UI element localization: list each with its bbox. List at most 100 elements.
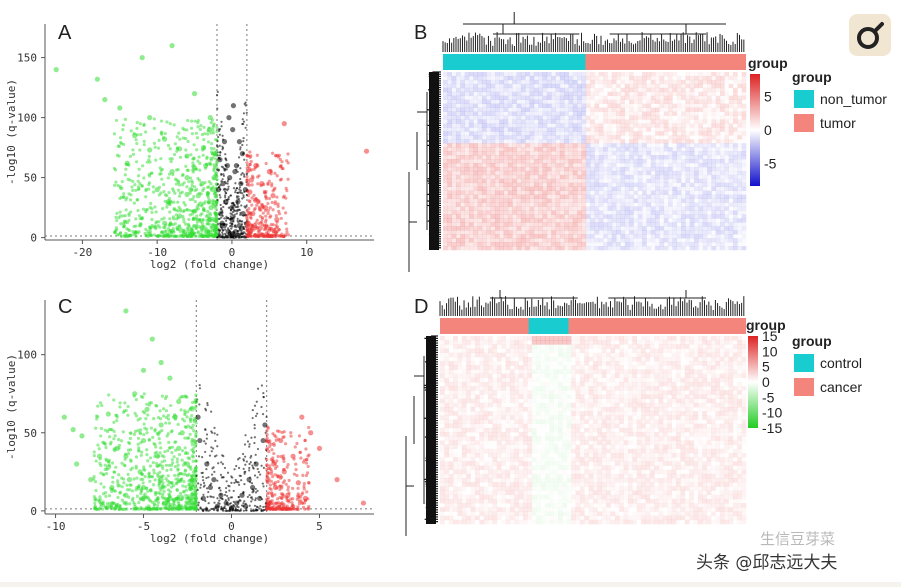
heatmap-cell (556, 135, 561, 139)
heatmap-cell (595, 163, 600, 167)
heatmap-cell (638, 234, 643, 238)
data-point (177, 206, 180, 209)
heatmap-cell (551, 143, 556, 147)
heatmap-cell (724, 155, 729, 159)
data-point (136, 209, 139, 212)
heatmap-cell (547, 76, 552, 80)
heatmap-cell (469, 210, 474, 214)
heatmap-cell (482, 222, 487, 226)
heatmap-cell (655, 187, 660, 191)
heatmap-cell (694, 203, 699, 207)
heatmap-cell (733, 163, 738, 167)
y-tick-label: 100 (17, 349, 37, 362)
heatmap-cell (551, 116, 556, 120)
heatmap-cell (599, 163, 604, 167)
heatmap-cell (625, 139, 630, 143)
heatmap-cell (733, 159, 738, 163)
heatmap-cell (672, 159, 677, 163)
heatmap-cell (659, 151, 664, 155)
heatmap-cell (460, 187, 465, 191)
heatmap-cell (698, 127, 703, 131)
heatmap-cell (521, 242, 526, 246)
heatmap-cell (707, 210, 712, 214)
heatmap-cell (504, 80, 509, 84)
heatmap-cell (595, 127, 600, 131)
heatmap-cell (590, 131, 595, 135)
heatmap-cell (556, 96, 561, 100)
heatmap-cell (473, 139, 478, 143)
heatmap-cell (664, 206, 669, 210)
data-point (253, 208, 256, 211)
data-point (186, 169, 189, 172)
heatmap-cell (452, 76, 457, 80)
heatmap-cell (720, 116, 725, 120)
heatmap-cell (521, 147, 526, 151)
heatmap-cell (711, 222, 716, 226)
heatmap-cell (469, 143, 474, 147)
heatmap-cell (737, 76, 742, 80)
heatmap-cell (560, 84, 565, 88)
heatmap-cell (465, 214, 470, 218)
heatmap-cell (612, 214, 617, 218)
heatmap-cell (629, 195, 634, 199)
heatmap-cell (729, 206, 734, 210)
heatmap-cell (599, 214, 604, 218)
heatmap-cell (742, 199, 747, 203)
heatmap-cell (521, 203, 526, 207)
heatmap-cell (534, 92, 539, 96)
data-point (256, 175, 259, 178)
heatmap-cell (703, 80, 708, 84)
heatmap-cell (456, 104, 461, 108)
heatmap-cell (577, 234, 582, 238)
heatmap-cell (694, 80, 699, 84)
heatmap-cell (633, 218, 638, 222)
data-point (134, 224, 137, 227)
heatmap-cell (499, 72, 504, 76)
heatmap-cell (633, 76, 638, 80)
data-point (245, 161, 248, 164)
heatmap-cell (729, 163, 734, 167)
heatmap-cell (655, 108, 660, 112)
heatmap-cell (651, 72, 656, 76)
heatmap-cell (573, 123, 578, 127)
heatmap-cell (603, 135, 608, 139)
heatmap-cell (633, 155, 638, 159)
heatmap-cell (447, 199, 452, 203)
heatmap-cell (521, 72, 526, 76)
heatmap-cell (486, 72, 491, 76)
data-point (144, 234, 147, 237)
heatmap-cell (543, 191, 548, 195)
data-point (116, 184, 119, 187)
heatmap-cell (499, 171, 504, 175)
heatmap-cell (629, 72, 634, 76)
heatmap-cell (530, 88, 535, 92)
heatmap-cell (573, 84, 578, 88)
data-point (228, 196, 230, 198)
heatmap-cell (517, 183, 522, 187)
heatmap-cell (633, 104, 638, 108)
heatmap-cell (482, 195, 487, 199)
heatmap-cell (629, 96, 634, 100)
heatmap-cell (664, 159, 669, 163)
heatmap-cell (482, 155, 487, 159)
heatmap-cell (616, 76, 621, 80)
heatmap-cell (737, 72, 742, 76)
heatmap-cell (716, 218, 721, 222)
heatmap-cell (707, 143, 712, 147)
heatmap-cell (655, 183, 660, 187)
heatmap-cell (586, 143, 591, 147)
heatmap-cell (564, 195, 569, 199)
heatmap-cell (742, 147, 747, 151)
heatmap-cell (443, 92, 448, 96)
heatmap-cell (742, 214, 747, 218)
heatmap-cell (508, 230, 513, 234)
heatmap-cell (733, 238, 738, 242)
heatmap-cell (603, 92, 608, 96)
heatmap-cell (681, 151, 686, 155)
heatmap-cell (530, 171, 535, 175)
data-point (119, 222, 122, 225)
heatmap-cell (551, 112, 556, 116)
heatmap-cell (720, 127, 725, 131)
data-point (181, 127, 184, 130)
heatmap-cell (724, 104, 729, 108)
